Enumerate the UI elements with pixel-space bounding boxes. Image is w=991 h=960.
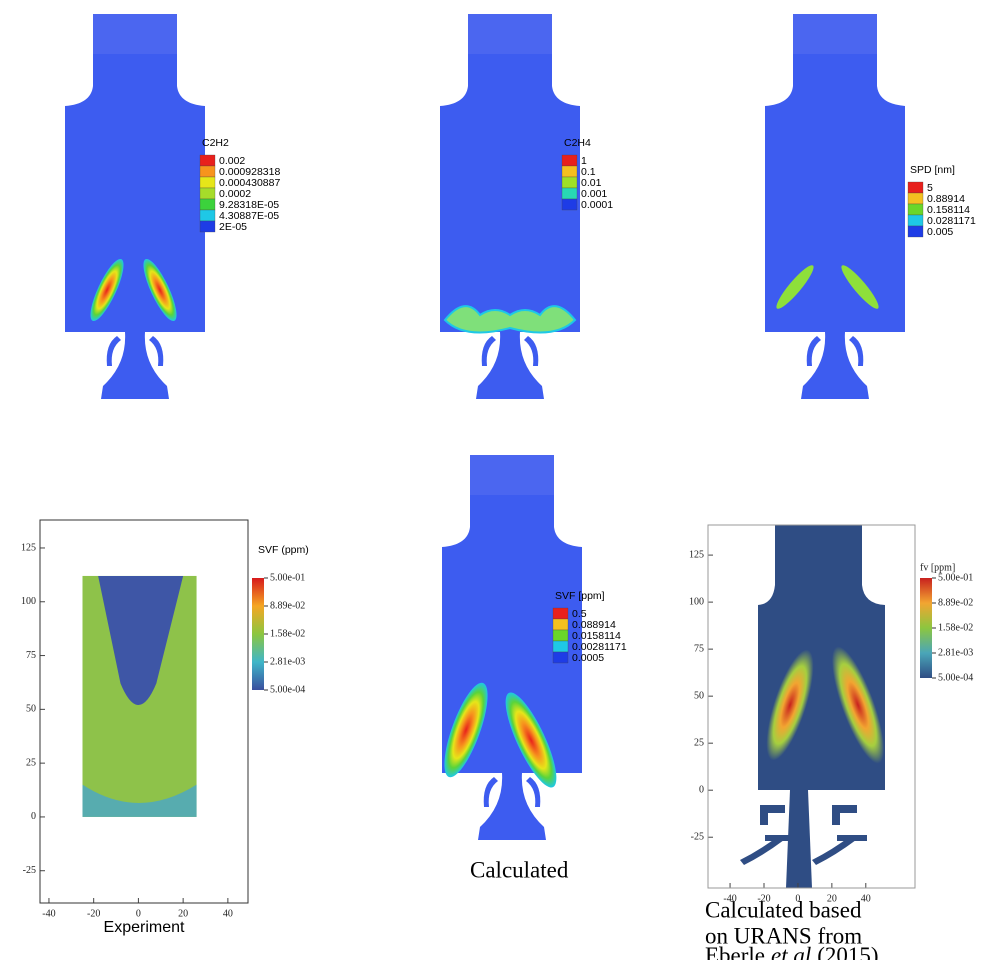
- legend-title: C2H2: [202, 137, 229, 149]
- legend-label: 0.0001: [581, 199, 613, 211]
- x-tick-label: -20: [87, 908, 100, 919]
- legend-label: 1.58e-02: [938, 622, 973, 633]
- legend-swatch: [908, 193, 923, 204]
- legend-swatch: [908, 226, 923, 237]
- inlet-arm: [107, 336, 121, 366]
- legend-label: 5.00e-01: [270, 572, 305, 583]
- legend-swatch: [908, 182, 923, 193]
- y-tick-label: 0: [31, 811, 36, 822]
- legend-swatch: [200, 166, 215, 177]
- legend-label: 1.58e-02: [270, 628, 305, 639]
- caption: Eberle et al (2015): [705, 943, 879, 960]
- colorbar: [252, 578, 264, 690]
- chamber: [440, 14, 580, 399]
- legend-swatch: [553, 619, 568, 630]
- inlet-arm: [482, 336, 496, 366]
- legend-label: 2.81e-03: [270, 656, 305, 667]
- legend-swatch: [562, 188, 577, 199]
- legend-label: 5.00e-01: [938, 572, 973, 583]
- y-tick-label: 50: [26, 704, 36, 715]
- legend-title: SVF (ppm): [258, 544, 309, 556]
- legend-label: 2E-05: [219, 221, 247, 233]
- y-tick-label: 100: [21, 596, 36, 607]
- y-tick-label: 50: [694, 690, 704, 701]
- chamber: [65, 14, 205, 399]
- y-tick-label: 25: [694, 737, 704, 748]
- x-tick-label: 20: [178, 908, 188, 919]
- y-tick-label: 75: [694, 643, 704, 654]
- inlet-arm: [484, 777, 498, 807]
- y-tick-label: 125: [21, 542, 36, 553]
- legend-swatch: [200, 210, 215, 221]
- legend-label: 5.00e-04: [938, 672, 973, 683]
- x-tick-label: -40: [42, 908, 55, 919]
- y-tick-label: -25: [23, 865, 36, 876]
- caption: Calculated based: [705, 897, 862, 922]
- legend-swatch: [553, 652, 568, 663]
- legend-swatch: [200, 199, 215, 210]
- mesh-dense: [93, 14, 177, 54]
- legend-swatch: [553, 641, 568, 652]
- y-tick-label: -25: [691, 832, 704, 843]
- legend-swatch: [200, 188, 215, 199]
- legend-label: 2.81e-03: [938, 647, 973, 658]
- legend-swatch: [200, 155, 215, 166]
- mesh-dense: [468, 14, 552, 54]
- legend-title: SPD [nm]: [910, 164, 955, 176]
- legend-swatch: [562, 199, 577, 210]
- y-tick-label: 100: [689, 596, 704, 607]
- legend-label: 8.89e-02: [938, 597, 973, 608]
- y-tick-label: 75: [26, 650, 36, 661]
- legend-swatch: [562, 177, 577, 188]
- legend-swatch: [908, 215, 923, 226]
- x-tick-label: 0: [136, 908, 141, 919]
- y-tick-label: 25: [26, 757, 36, 768]
- legend-title: SVF [ppm]: [555, 590, 605, 602]
- y-tick-label: 125: [689, 549, 704, 560]
- colorbar: [920, 578, 932, 678]
- caption-author: Eberle: [705, 943, 765, 960]
- legend-swatch: [562, 166, 577, 177]
- legend-label: 0.0005: [572, 652, 604, 664]
- legend-swatch: [200, 221, 215, 232]
- x-tick-label: 40: [223, 908, 233, 919]
- caption: Experiment: [104, 919, 185, 936]
- figure: C2H20.0020.0009283180.0004308870.00029.2…: [0, 0, 991, 960]
- legend-swatch: [908, 204, 923, 215]
- figure-canvas: C2H20.0020.0009283180.0004308870.00029.2…: [0, 0, 991, 960]
- caption: Calculated: [470, 857, 569, 882]
- caption-etal: et al: [771, 943, 811, 960]
- caption-year: (2015): [817, 943, 878, 960]
- mesh-dense: [470, 455, 554, 495]
- inlet-arm: [849, 336, 863, 366]
- x-tick-label: 40: [861, 893, 871, 904]
- inlet-arm: [807, 336, 821, 366]
- legend-title: C2H4: [564, 137, 591, 149]
- legend-swatch: [553, 608, 568, 619]
- legend-label: 5.00e-04: [270, 684, 305, 695]
- legend-label: 0.005: [927, 226, 953, 238]
- legend-label: 8.89e-02: [270, 600, 305, 611]
- inlet-arm: [524, 336, 538, 366]
- mesh-dense: [793, 14, 877, 54]
- legend-swatch: [562, 155, 577, 166]
- inlet-arm: [526, 777, 540, 807]
- chamber: [765, 14, 905, 399]
- inlet-arm: [149, 336, 163, 366]
- y-tick-label: 0: [699, 784, 704, 795]
- legend-swatch: [200, 177, 215, 188]
- legend-swatch: [553, 630, 568, 641]
